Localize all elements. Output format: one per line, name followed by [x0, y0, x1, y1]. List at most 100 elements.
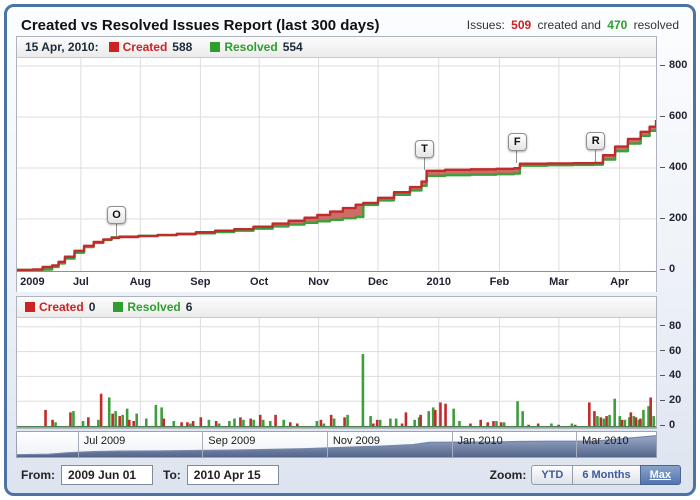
bar-resolved: [233, 419, 236, 426]
zoom-button-6-months[interactable]: 6 Months: [572, 465, 640, 485]
bar-created: [469, 424, 472, 426]
scrubber-divider: [78, 432, 79, 457]
legend-created-value: 588: [172, 40, 192, 54]
tick-mark: [660, 269, 665, 270]
y-tick-label: 200: [660, 212, 687, 224]
x-tick-label: Oct: [250, 276, 268, 288]
y-tick-label: 400: [660, 161, 687, 173]
bar-created: [630, 412, 633, 426]
bar-resolved: [82, 421, 85, 426]
x-tick-label: Dec: [368, 276, 388, 288]
y-tick-label: 40: [660, 369, 681, 381]
y-tick-label: 0: [660, 263, 675, 275]
bar-created: [419, 415, 422, 426]
version-marker-stem: [516, 150, 517, 163]
issues-resolved-count: 470: [607, 18, 627, 32]
x-tick-label: Sep: [190, 276, 210, 288]
legend-resolved-label: Resolved: [127, 300, 180, 314]
version-marker-o[interactable]: O: [107, 206, 126, 224]
bar-resolved: [135, 414, 138, 426]
bar-resolved: [596, 416, 599, 426]
x-tick-label: Feb: [490, 276, 510, 288]
zoom-button-ytd[interactable]: YTD: [531, 465, 573, 485]
created-swatch-icon: [109, 42, 119, 52]
bar-created: [605, 416, 608, 426]
bar-resolved: [550, 424, 553, 426]
to-label: To:: [163, 468, 181, 482]
legend-created-value: 0: [89, 300, 96, 314]
bar-resolved: [114, 411, 117, 426]
bar-resolved: [121, 415, 124, 426]
bar-resolved: [395, 419, 398, 426]
bar-resolved: [458, 421, 461, 426]
bar-resolved: [503, 422, 506, 426]
bar-resolved: [208, 420, 211, 426]
bar-created: [320, 420, 323, 426]
created-swatch-icon: [25, 302, 35, 312]
cumulative-y-axis: 0200400600800: [660, 57, 694, 270]
bar-resolved: [262, 420, 265, 426]
version-marker-f[interactable]: F: [508, 133, 527, 151]
legend-resolved-value: 6: [186, 300, 193, 314]
bar-created: [500, 422, 503, 426]
bar-resolved: [642, 410, 645, 426]
version-marker-stem: [116, 223, 117, 236]
bar-resolved: [269, 421, 272, 426]
legend-created-label: Created: [39, 300, 84, 314]
bar-resolved: [427, 411, 430, 426]
bar-resolved: [652, 416, 655, 426]
bar-resolved: [218, 424, 221, 426]
y-tick-label: 60: [660, 345, 681, 357]
bar-resolved: [624, 420, 627, 426]
bar-created: [343, 417, 346, 426]
tick-mark: [660, 400, 665, 401]
from-date-input[interactable]: [61, 465, 153, 485]
created-line: [17, 120, 656, 270]
timeline-scrubber[interactable]: Jul 2009Sep 2009Nov 2009Jan 2010Mar 2010: [16, 431, 657, 458]
bar-created: [128, 420, 131, 426]
x-tick-label: Nov: [308, 276, 329, 288]
bar-created: [180, 422, 183, 426]
daily-bars-plot-area: [17, 318, 656, 428]
tick-mark: [660, 116, 665, 117]
zoom-label: Zoom:: [490, 468, 527, 482]
header: Created vs Resolved Issues Report (last …: [21, 13, 679, 37]
bar-created: [69, 412, 72, 426]
bar-created: [635, 417, 638, 426]
bar-created: [600, 417, 603, 426]
tick-mark: [660, 325, 665, 326]
bar-created: [444, 404, 447, 426]
bar-created: [100, 394, 103, 426]
report-panel: Created vs Resolved Issues Report (last …: [4, 4, 696, 496]
bar-resolved: [608, 415, 611, 426]
tick-mark: [660, 375, 665, 376]
bar-created: [372, 424, 375, 426]
version-marker-r[interactable]: R: [586, 132, 605, 150]
from-label: From:: [21, 468, 55, 482]
bar-resolved: [72, 411, 75, 426]
zoom-button-max[interactable]: Max: [640, 465, 681, 485]
bar-resolved: [389, 419, 392, 426]
bar-resolved: [145, 419, 148, 426]
bar-created: [492, 421, 495, 426]
to-date-input[interactable]: [187, 465, 279, 485]
scrubber-month-label: Sep 2009: [208, 435, 255, 447]
x-tick-label: 2010: [426, 276, 450, 288]
bar-created: [87, 417, 90, 426]
scrubber-month-label: Jan 2010: [458, 435, 503, 447]
bar-created: [574, 425, 577, 426]
y-tick-label: 0: [660, 419, 675, 431]
version-marker-t[interactable]: T: [415, 140, 434, 158]
scrubber-divider: [202, 432, 203, 457]
resolved-swatch-icon: [210, 42, 220, 52]
issues-resolved-text: resolved: [634, 18, 679, 32]
version-marker-stem: [595, 149, 596, 162]
cumulative-chart: 15 Apr, 2010: Created 588 Resolved 554 O…: [16, 36, 657, 292]
bar-created: [405, 412, 408, 426]
bar-resolved: [603, 419, 606, 426]
bar-created: [621, 420, 624, 426]
bar-resolved: [413, 420, 416, 426]
created-resolved-band: [17, 120, 656, 270]
bar-resolved: [323, 424, 326, 426]
issues-created-count: 509: [511, 18, 531, 32]
